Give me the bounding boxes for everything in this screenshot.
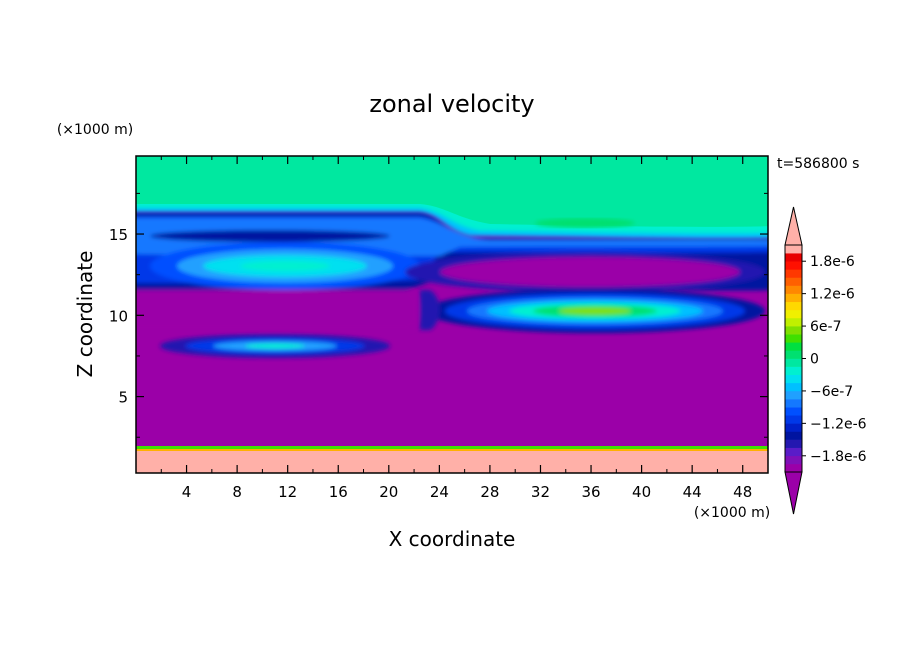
x-tick-label: 16: [329, 483, 348, 501]
surface-orange-line: [136, 449, 768, 451]
x-tick-label: 12: [278, 483, 297, 501]
colorbar-label: 1.8e-6: [810, 254, 855, 270]
left-upper-eddy-core: [240, 261, 330, 271]
colorbar-swatch: [785, 245, 802, 254]
x-axis-label: X coordinate: [389, 527, 516, 551]
top-layer: [136, 156, 768, 227]
colorbar-label: −1.8e-6: [810, 449, 867, 465]
colorbar-swatch: [785, 463, 802, 473]
colorbar-swatch: [785, 374, 802, 384]
right-upper-band: [440, 257, 740, 287]
surface-green-line: [136, 446, 768, 449]
colorbar-swatch: [785, 439, 802, 448]
y-axis-unit: (×1000 m): [57, 122, 133, 138]
right-eddy-core: [559, 307, 631, 315]
x-tick-label: 4: [182, 483, 192, 501]
x-tick-label: 20: [379, 483, 398, 501]
x-tick-label: 44: [683, 483, 702, 501]
plot-frame: [135, 155, 769, 474]
colorbar-label: 1.2e-6: [810, 287, 855, 303]
colorbar-swatch: [785, 261, 802, 270]
colorbar-swatch: [785, 326, 802, 335]
colorbar-swatch: [785, 399, 802, 408]
x-tick-label: 36: [581, 483, 600, 501]
surface-layer: [136, 451, 768, 473]
time-label: t=586800 s: [777, 156, 859, 172]
colorbar-swatch: [785, 293, 802, 303]
colorbar-swatch: [785, 423, 802, 432]
x-tick-label: 40: [632, 483, 651, 501]
colorbar-swatch: [785, 342, 802, 351]
top-layer-green-core: [535, 218, 635, 228]
y-tick-label: 5: [118, 389, 128, 407]
colorbar-swatch: [785, 317, 802, 327]
colorbar-under-triangle: [784, 471, 803, 515]
left-dark-ribbon: [150, 230, 390, 242]
x-tick-label: 28: [480, 483, 499, 501]
y-axis-ticks: 5 10 15: [109, 192, 768, 438]
colorbar-swatch: [785, 447, 802, 457]
contour-field: [136, 156, 768, 473]
left-lower-eddy-core: [245, 343, 305, 349]
colorbar-label: 0: [810, 352, 819, 368]
x-tick-label: 24: [430, 483, 449, 501]
right-mid-dark-edge: [420, 290, 440, 330]
x-axis-unit: (×1000 m): [694, 505, 770, 521]
x-tick-label: 48: [733, 483, 752, 501]
colorbar-swatch: [785, 277, 802, 286]
x-tick-label: 8: [232, 483, 242, 501]
colorbar-swatch: [785, 415, 802, 424]
colorbar-swatch: [785, 358, 802, 367]
colorbar-swatch: [785, 390, 802, 400]
colorbar-over-triangle: [784, 206, 803, 246]
colorbar-label: 6e-7: [810, 319, 841, 335]
colorbar: [784, 206, 803, 515]
colorbar-swatch: [785, 301, 802, 311]
x-axis-ticks: 4 8 12 16 20 24 28 32 36 40 44 48: [160, 156, 752, 501]
chart-title: zonal velocity: [369, 90, 534, 118]
y-tick-label: 10: [109, 307, 128, 325]
colorbar-swatch: [785, 407, 802, 416]
colorbar-swatch: [785, 455, 802, 465]
colorbar-swatch: [785, 366, 802, 376]
colorbar-swatch: [785, 285, 802, 294]
x-tick-label: 32: [531, 483, 550, 501]
colorbar-swatch: [785, 334, 802, 343]
colorbar-swatch: [785, 431, 802, 440]
colorbar-swatch: [785, 350, 802, 359]
colorbar-label: −6e-7: [810, 384, 853, 400]
left-mid-purple-block: [136, 290, 419, 330]
colorbar-swatch: [785, 269, 802, 278]
y-tick-label: 15: [109, 226, 128, 244]
colorbar-labels: 1.8e-6 1.2e-6 6e-7 0 −6e-7 −1.2e-6 −1.8e-6: [802, 254, 867, 465]
colorbar-label: −1.2e-6: [810, 416, 867, 432]
colorbar-swatch: [785, 309, 802, 319]
colorbar-swatch: [785, 382, 802, 392]
colorbar-swatch: [785, 253, 802, 262]
y-axis-label: Z coordinate: [73, 251, 97, 378]
